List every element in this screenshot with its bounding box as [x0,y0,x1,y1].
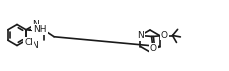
Text: N: N [32,20,38,29]
Text: O: O [160,31,167,39]
Text: Cl: Cl [24,38,33,47]
Text: NH: NH [33,25,47,34]
Text: N: N [31,41,38,50]
Text: O: O [149,44,156,53]
Text: N: N [136,31,143,40]
